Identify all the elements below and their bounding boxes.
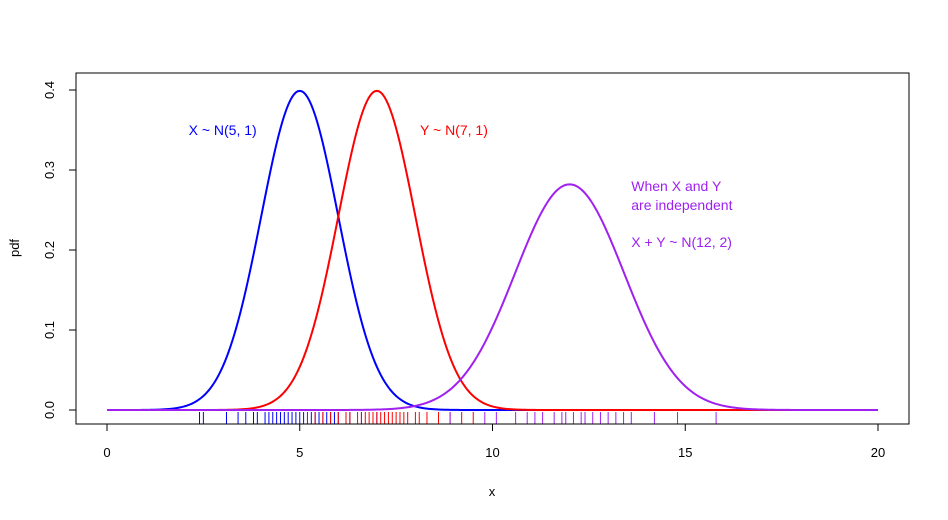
annotations: X ~ N(5, 1) Y ~ N(7, 1) When X and Y are in… [189,122,733,250]
annotation-3: When X and Y [631,178,722,194]
x-tick-label: 10 [485,445,499,460]
y-axis: 0.0 0.1 0.2 0.3 0.4 [42,81,77,419]
y-axis-label: pdf [7,239,22,257]
x-tick-label: 5 [296,445,303,460]
y-tick-label: 0.4 [42,81,57,99]
density-curve-2 [107,89,878,411]
x-axis-label: x [489,484,496,499]
y-tick-label: 0.0 [42,401,57,419]
y-tick-label: 0.2 [42,241,57,259]
x-axis: 0 5 10 15 20 [103,423,885,460]
annotation-2: Y ~ N(7, 1) [420,122,488,138]
y-tick-label: 0.3 [42,161,57,179]
x-tick-label: 15 [678,445,692,460]
annotation-1: X ~ N(5, 1) [189,122,257,138]
density-curve-3 [107,183,878,411]
annotation-5: X + Y ~ N(12, 2) [631,234,732,250]
y-tick-label: 0.1 [42,321,57,339]
x-tick-label: 20 [871,445,885,460]
density-curve-1 [107,89,878,411]
rug-marks [199,412,717,424]
x-tick-label: 0 [103,445,110,460]
density-curves [107,89,878,411]
annotation-4: are independent [631,197,732,213]
